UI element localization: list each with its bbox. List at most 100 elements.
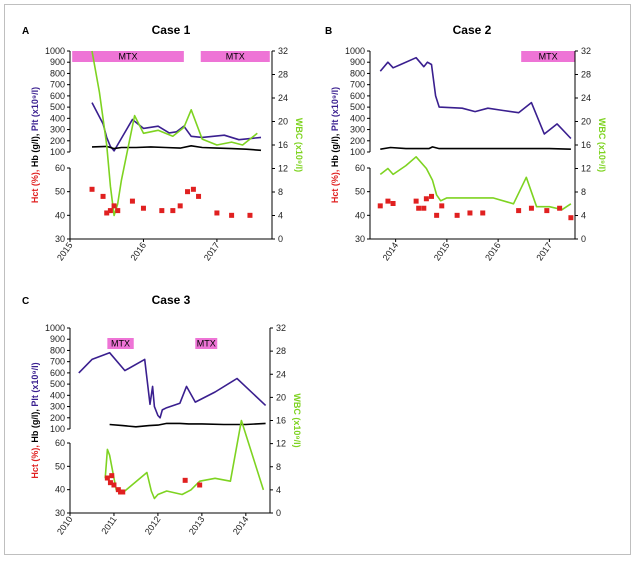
- right-tick-label: 8: [276, 462, 281, 472]
- left-upper-tick-label: 400: [50, 390, 65, 400]
- left-upper-tick-label: 800: [50, 68, 65, 78]
- right-tick-label: 24: [276, 369, 286, 379]
- plt-line: [78, 351, 267, 419]
- hct-point: [182, 477, 188, 483]
- hct-point: [416, 205, 422, 211]
- hct-point: [111, 203, 117, 209]
- right-tick-label: 28: [278, 70, 288, 80]
- right-tick-label: 32: [278, 46, 288, 56]
- hct-point: [115, 208, 121, 214]
- hct-point: [421, 205, 427, 211]
- x-tick-label: 2014: [231, 514, 251, 536]
- hct-point: [89, 186, 95, 192]
- hct-point: [107, 208, 113, 214]
- left-upper-tick-label: 600: [50, 368, 65, 378]
- hct-point: [467, 210, 473, 216]
- left-upper-tick-label: 200: [50, 136, 65, 146]
- mtx-bar: [200, 51, 270, 62]
- right-tick-label: 12: [276, 439, 286, 449]
- right-tick-label: 32: [581, 46, 591, 56]
- left-upper-tick-label: 700: [50, 357, 65, 367]
- mtx-bar: [195, 338, 218, 349]
- wbc-line: [104, 419, 265, 500]
- left-lower-tick-label: 60: [355, 163, 365, 173]
- hct-point: [439, 203, 445, 209]
- hb-line: [91, 145, 262, 152]
- left-upper-tick-label: 300: [50, 125, 65, 135]
- left-upper-tick-label: 500: [50, 379, 65, 389]
- x-tick-label: 2017: [202, 240, 222, 262]
- left-upper-tick-label: 800: [50, 345, 65, 355]
- plt-line: [91, 102, 262, 152]
- hct-point: [247, 212, 253, 218]
- hct-point: [429, 193, 434, 199]
- hct-point: [170, 208, 176, 214]
- right-tick-label: 0: [278, 234, 283, 244]
- left-upper-tick-label: 1000: [45, 323, 65, 333]
- left-upper-tick-label: 700: [350, 80, 365, 90]
- hct-point: [568, 215, 574, 221]
- left-upper-tick-label: 600: [350, 91, 365, 101]
- x-tick-label: 2017: [534, 240, 554, 262]
- hct-point: [120, 489, 126, 495]
- figure-frame: [4, 4, 631, 555]
- right-tick-label: 4: [276, 485, 281, 495]
- hct-point: [104, 210, 110, 216]
- left-upper-tick-label: 900: [50, 57, 65, 67]
- panel-letter: C: [22, 296, 29, 307]
- hct-point: [104, 475, 110, 481]
- x-tick-label: 2016: [483, 240, 503, 262]
- left-lower-tick-label: 30: [55, 508, 65, 518]
- right-tick-label: 0: [276, 508, 281, 518]
- hct-point: [413, 198, 419, 204]
- hct-point: [214, 210, 220, 216]
- x-tick-label: 2012: [143, 514, 163, 536]
- x-tick-label: 2013: [187, 514, 207, 536]
- hct-point: [185, 189, 191, 195]
- right-tick-label: 12: [581, 164, 591, 174]
- hct-point: [129, 198, 135, 204]
- right-tick-label: 16: [278, 140, 288, 150]
- panel-letter: B: [325, 26, 332, 37]
- hct-point: [197, 482, 203, 488]
- mtx-label: MTX: [197, 339, 216, 349]
- panel-letter: A: [22, 26, 29, 37]
- hct-point: [190, 186, 196, 192]
- hct-point: [454, 212, 460, 218]
- mtx-label: MTX: [539, 52, 558, 62]
- y-axis-label-part: Hct (%),: [30, 167, 40, 203]
- mtx-label: MTX: [226, 52, 245, 62]
- left-lower-tick-label: 40: [55, 485, 65, 495]
- hct-point: [377, 203, 383, 209]
- hct-point: [100, 193, 106, 199]
- x-tick-label: 2011: [99, 514, 118, 536]
- left-upper-tick-label: 500: [350, 102, 365, 112]
- panel-title: Case 3: [152, 293, 191, 307]
- left-lower-tick-label: 30: [55, 234, 65, 244]
- right-tick-label: 16: [276, 416, 286, 426]
- plt-line: [379, 56, 572, 140]
- y-axis-label-part: Hct (%),: [330, 167, 340, 203]
- right-tick-label: 20: [276, 392, 286, 402]
- left-upper-tick-label: 800: [350, 68, 365, 78]
- y-axis-label-right: WBC (x10⁹/l): [597, 118, 607, 172]
- left-upper-tick-label: 700: [50, 80, 65, 90]
- y-axis-label-part: Plt (x10⁹/l): [30, 87, 40, 131]
- left-lower-tick-label: 30: [355, 234, 365, 244]
- mtx-bar: [72, 51, 184, 62]
- hct-point: [390, 201, 396, 206]
- right-tick-label: 32: [276, 323, 286, 333]
- mtx-bar: [521, 51, 575, 62]
- left-lower-tick-label: 60: [55, 163, 65, 173]
- left-upper-tick-label: 400: [350, 113, 365, 123]
- hct-point: [557, 205, 563, 211]
- y-axis-label-part: Hct (%),: [30, 443, 40, 479]
- hct-point: [385, 198, 391, 204]
- hct-point: [177, 203, 183, 209]
- mtx-label: MTX: [119, 52, 138, 62]
- left-lower-tick-label: 50: [55, 461, 65, 471]
- hct-point: [516, 208, 522, 214]
- hct-point: [480, 210, 486, 216]
- y-axis-label-left: Hct (%), Hb (g/l), Plt (x10⁹/l): [30, 362, 40, 478]
